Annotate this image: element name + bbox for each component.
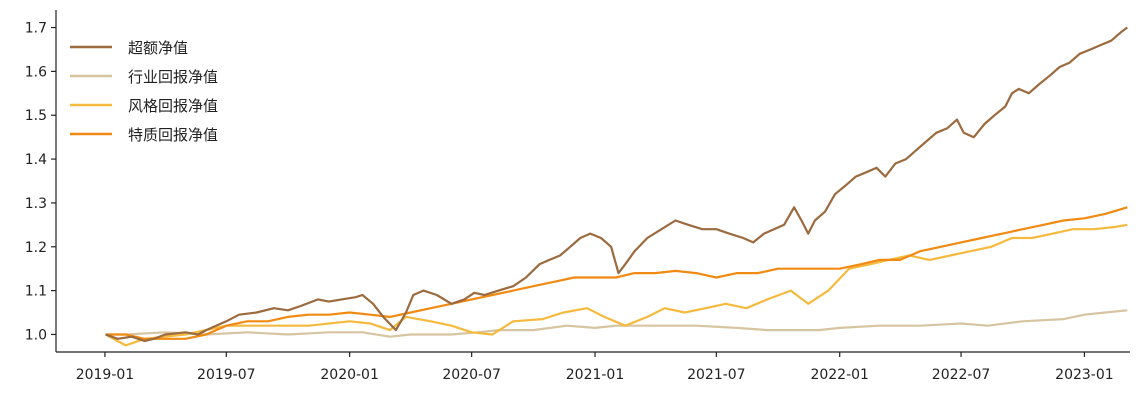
y-tick-label: 1.0 xyxy=(25,327,47,343)
x-axis-ticks: 2019-01 2019-07 2020-01 2020-07 2021-01 2021-… xyxy=(76,352,1114,383)
y-tick-label: 1.7 xyxy=(25,21,47,37)
y-tick-label: 1.4 xyxy=(25,152,47,168)
y-tick-label: 1.5 xyxy=(25,108,47,124)
y-tick-label: 1.2 xyxy=(25,240,47,256)
x-tick-label: 2020-01 xyxy=(320,367,379,383)
series-line-2 xyxy=(105,223,1128,347)
x-tick-label: 2019-01 xyxy=(76,367,135,383)
y-tick-label: 1.3 xyxy=(25,196,47,212)
x-tick-label: 2021-07 xyxy=(687,367,746,383)
legend-label: 特质回报净值 xyxy=(128,126,218,144)
x-tick-label: 2022-07 xyxy=(932,367,991,383)
y-tick-label: 1.1 xyxy=(25,284,47,300)
x-tick-label: 2021-01 xyxy=(566,367,625,383)
legend-label: 风格回报净值 xyxy=(128,97,218,115)
x-tick-label: 2023-01 xyxy=(1055,367,1114,383)
x-tick-label: 2022-01 xyxy=(810,367,869,383)
series-line-1 xyxy=(105,309,1128,338)
y-tick-label: 1.6 xyxy=(25,64,47,80)
legend-label: 超额净值 xyxy=(128,39,188,57)
series-line-0 xyxy=(105,26,1128,343)
y-axis-ticks: 1.0 1.1 1.2 1.3 1.4 1.5 1.6 1.7 xyxy=(25,21,56,343)
x-tick-label: 2019-07 xyxy=(197,367,256,383)
series-layer xyxy=(105,26,1128,347)
legend-label: 行业回报净值 xyxy=(128,68,218,86)
x-tick-label: 2020-07 xyxy=(442,367,501,383)
series-line-3 xyxy=(105,206,1128,340)
